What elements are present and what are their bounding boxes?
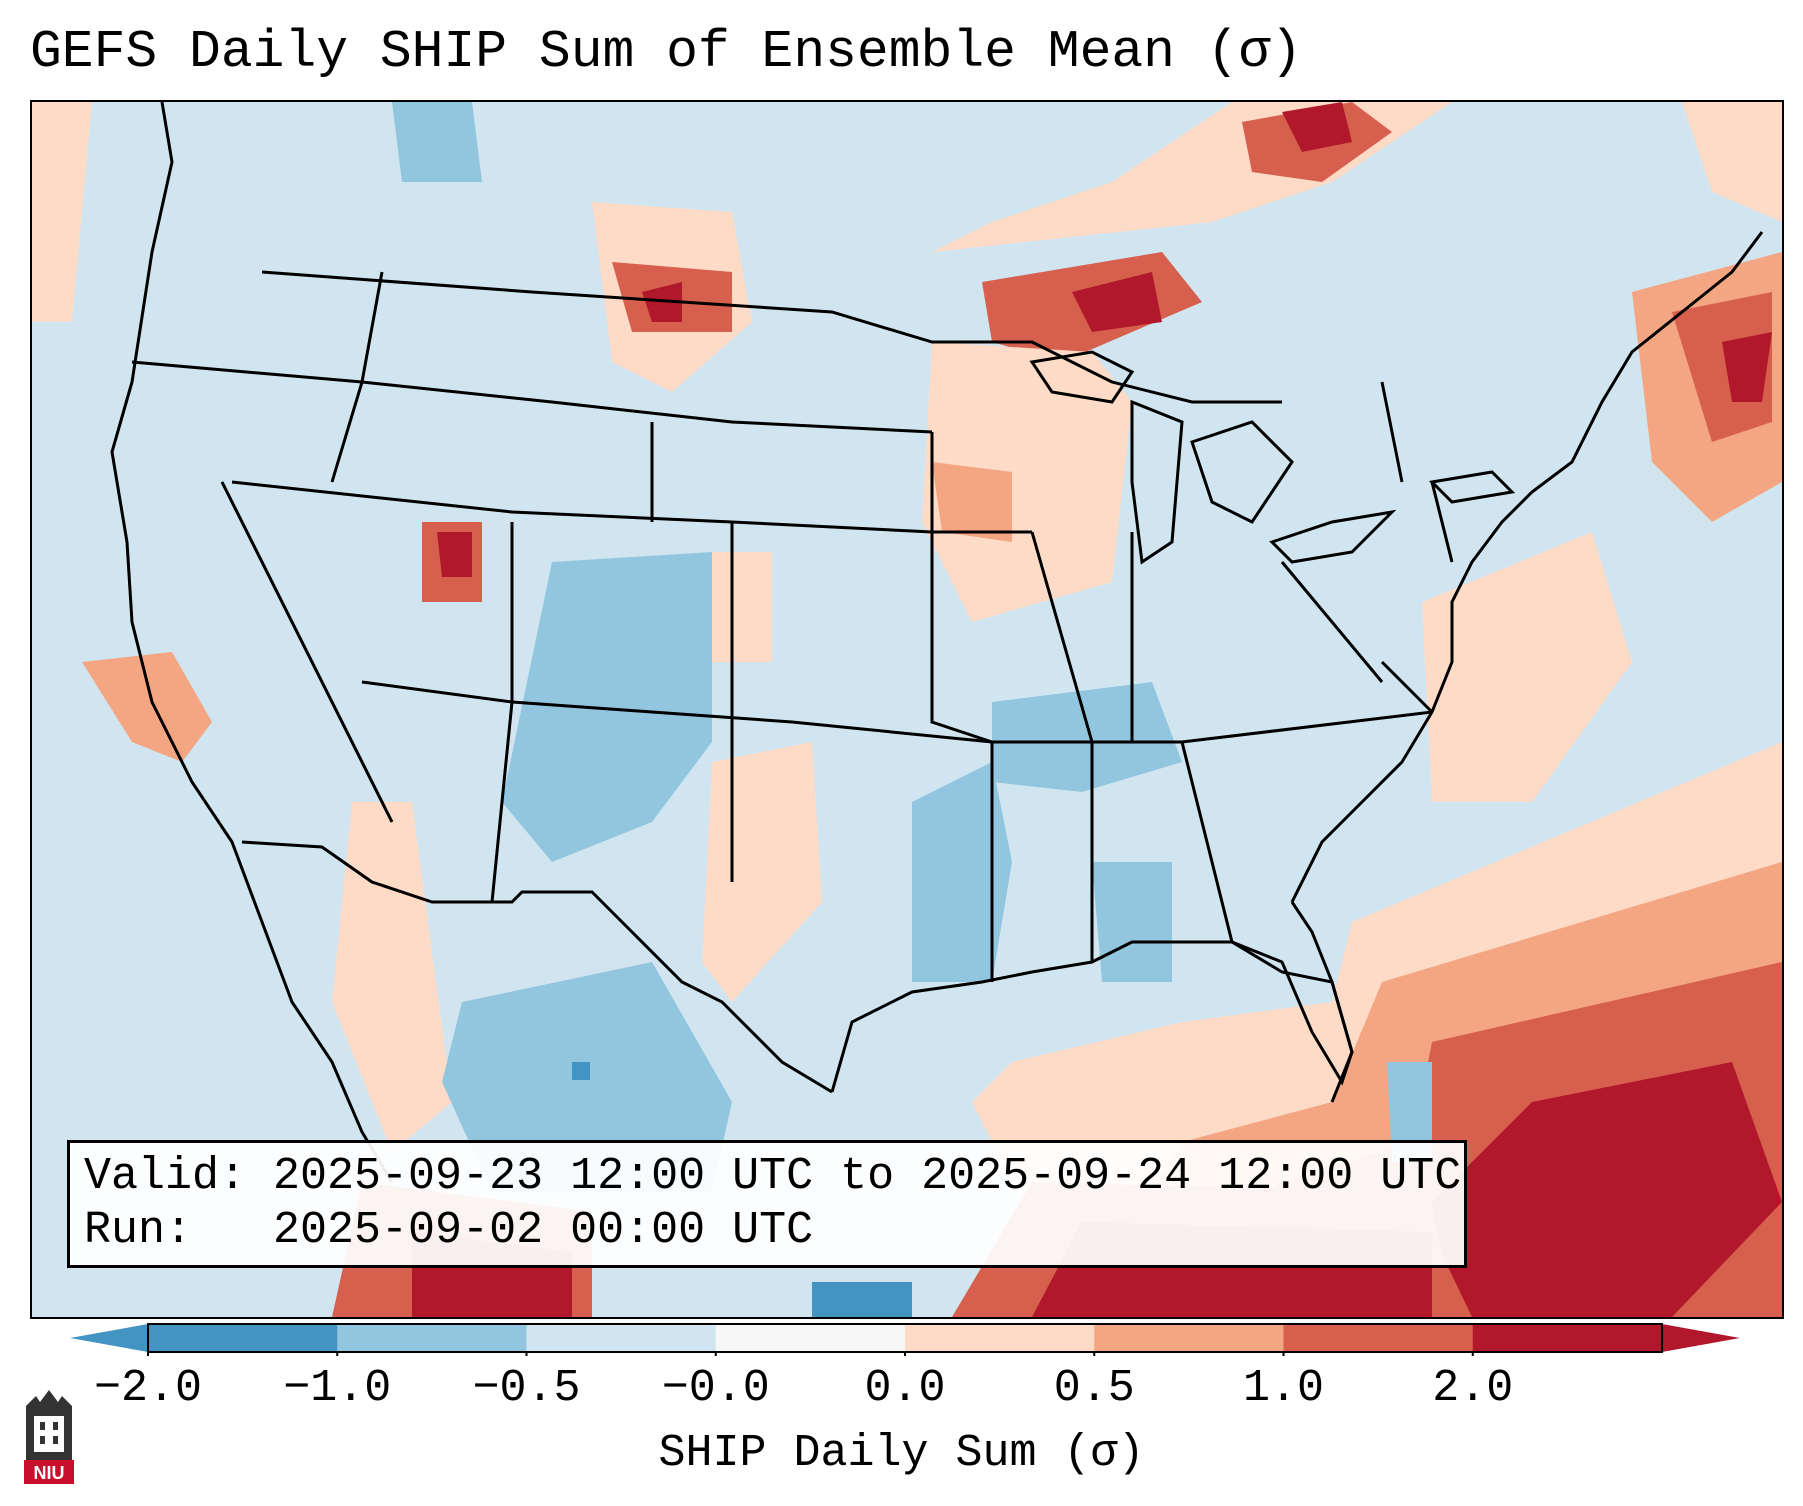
validity-info-box: Valid: 2025-09-23 12:00 UTC to 2025-09-2… bbox=[67, 1140, 1467, 1268]
colorbar-tick-label: −2.0 bbox=[93, 1363, 203, 1414]
colorbar-segment bbox=[148, 1324, 338, 1352]
map-title: GEFS Daily SHIP Sum of Ensemble Mean (σ) bbox=[30, 22, 1303, 82]
colorbar-segment bbox=[905, 1324, 1095, 1352]
colorbar-tick-label: 0.0 bbox=[864, 1363, 946, 1414]
colorbar-segment bbox=[526, 1324, 717, 1352]
colorbar-segment bbox=[715, 1324, 906, 1352]
run-time-text: Run: 2025-09-02 00:00 UTC bbox=[84, 1205, 814, 1256]
ship-map: Valid: 2025-09-23 12:00 UTC to 2025-09-2… bbox=[30, 100, 1784, 1319]
valid-time-text: Valid: 2025-09-23 12:00 UTC to 2025-09-2… bbox=[84, 1151, 1462, 1202]
svg-text:NIU: NIU bbox=[34, 1463, 65, 1483]
negative-anomaly-regions bbox=[392, 102, 1432, 1317]
colorbar-segment bbox=[1094, 1324, 1284, 1352]
colorbar-tick-label: −1.0 bbox=[283, 1363, 392, 1414]
map-canvas bbox=[32, 102, 1782, 1317]
colorbar-segment bbox=[337, 1324, 527, 1352]
colorbar-outline bbox=[147, 1323, 1663, 1353]
niu-logo: NIU bbox=[24, 1390, 74, 1484]
colorbar-tick-label: 1.0 bbox=[1242, 1363, 1325, 1414]
colorbar-tick-label: 0.5 bbox=[1053, 1363, 1135, 1414]
colorbar-segment bbox=[1283, 1324, 1474, 1352]
colorbar-label: SHIP Daily Sum (σ) bbox=[658, 1428, 1145, 1479]
map-boundaries bbox=[110, 102, 1764, 1183]
colorbar-tick-label: −0.5 bbox=[472, 1363, 581, 1414]
colorbar-segment bbox=[1472, 1324, 1663, 1352]
colorbar-tick-label: −0.0 bbox=[661, 1363, 770, 1414]
colorbar-tick-label: 2.0 bbox=[1432, 1363, 1514, 1414]
colorbar-extend-low bbox=[70, 1324, 148, 1352]
colorbar bbox=[70, 1323, 1740, 1356]
colorbar-extend-high bbox=[1662, 1324, 1740, 1352]
